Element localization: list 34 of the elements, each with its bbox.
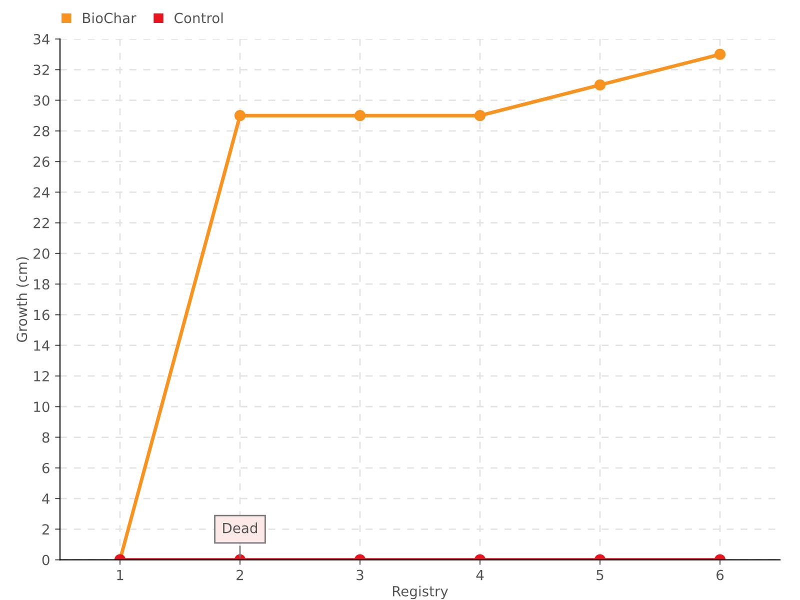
- point: [714, 48, 726, 60]
- point: [474, 110, 486, 122]
- point: [234, 110, 246, 122]
- y-tick-label: 6: [42, 462, 50, 474]
- y-tick-label: 14: [34, 340, 50, 351]
- y-tick-label: 0: [42, 554, 50, 566]
- y-tick-label: 10: [34, 402, 50, 412]
- point: [594, 79, 606, 91]
- y-tick-label: 24: [34, 187, 50, 198]
- x-tick-label: 3: [356, 570, 364, 580]
- y-tick-label: 12: [34, 370, 49, 382]
- x-tick-label: 4: [476, 570, 484, 580]
- y-tick-label: 18: [34, 279, 50, 290]
- legend-label: Control: [174, 12, 223, 24]
- x-axis-title: Registry: [392, 586, 448, 600]
- y-tick-label: 20: [34, 248, 50, 259]
- y-tick-label: 26: [34, 156, 50, 168]
- y-tick-label: 22: [34, 218, 49, 228]
- y-tick-label: 34: [34, 34, 50, 44]
- y-tick-label: 16: [34, 310, 50, 320]
- x-tick-label: 1: [117, 570, 124, 580]
- point: [354, 110, 366, 122]
- annotation: Dead: [223, 522, 258, 534]
- y-tick-label: 32: [34, 64, 49, 76]
- x-tick-label: 2: [236, 570, 244, 580]
- legend-label: BioChar: [83, 12, 136, 24]
- y-axis-title: Growth (cm): [16, 257, 29, 342]
- y-tick-label: 2: [42, 524, 49, 534]
- y-tick-label: 8: [42, 432, 50, 443]
- y-tick-label: 30: [34, 95, 50, 106]
- x-tick-label: 5: [596, 570, 604, 580]
- y-tick-label: 28: [34, 126, 50, 136]
- y-tick-label: 4: [42, 494, 50, 504]
- x-tick-label: 6: [716, 570, 724, 580]
